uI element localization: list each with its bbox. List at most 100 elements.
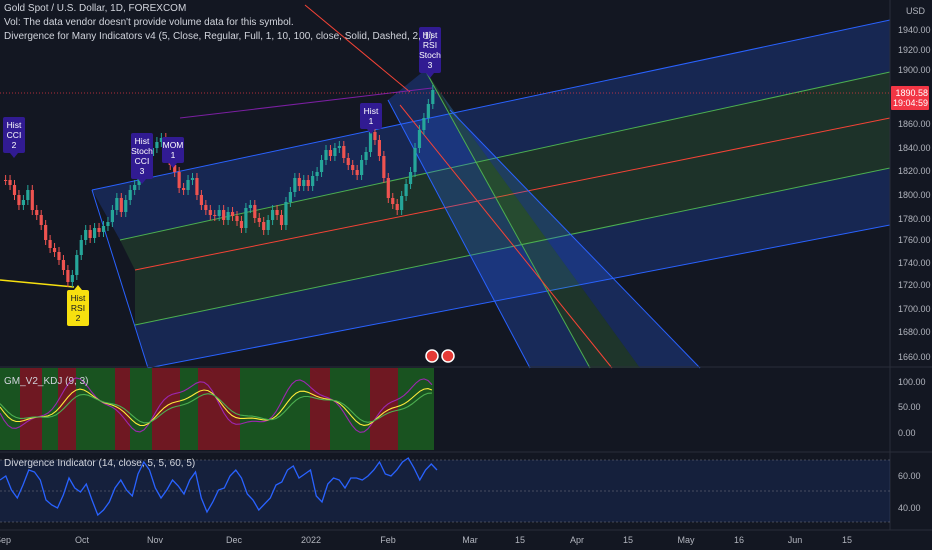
candle-body[interactable] — [84, 230, 88, 240]
candle-body[interactable] — [177, 172, 181, 188]
candle-body[interactable] — [17, 195, 21, 205]
candle-body[interactable] — [297, 178, 301, 186]
candle-body[interactable] — [128, 190, 132, 200]
candle-body[interactable] — [413, 148, 417, 172]
candle-body[interactable] — [66, 270, 70, 282]
candle-body[interactable] — [97, 228, 101, 232]
candle-body[interactable] — [79, 240, 83, 255]
time-axis-labels[interactable]: Sep Oct Nov Dec 2022 Feb Mar 15 Apr 15 May 16 Jun 15 — [0, 535, 852, 545]
candle-body[interactable] — [52, 248, 57, 252]
candle-body[interactable] — [408, 172, 413, 184]
candle-body[interactable] — [346, 158, 350, 165]
candle-body[interactable] — [382, 156, 386, 178]
candle-body[interactable] — [8, 180, 12, 185]
candle-body[interactable] — [311, 176, 315, 186]
economic-events[interactable] — [425, 349, 455, 363]
candle-body[interactable] — [208, 210, 212, 215]
candle-body[interactable] — [48, 240, 52, 248]
candle-body[interactable] — [35, 210, 39, 215]
candle-body[interactable] — [217, 210, 221, 216]
candle-body[interactable] — [110, 210, 114, 222]
candle-body[interactable] — [328, 150, 333, 156]
candle-body[interactable] — [262, 222, 266, 230]
volume-note[interactable]: Vol: The data vendor doesn't provide vol… — [4, 17, 294, 28]
candle-body[interactable] — [4, 180, 8, 181]
candle-body[interactable] — [364, 152, 368, 160]
candle-body[interactable] — [199, 195, 203, 205]
candle-body[interactable] — [93, 228, 97, 238]
candle-body[interactable] — [395, 204, 399, 210]
last-price-tag[interactable]: 1890.58 19:04:59 — [891, 86, 929, 110]
pitchfork-main[interactable] — [91, 19, 891, 369]
candle-body[interactable] — [368, 132, 373, 152]
us-flag-event-icon[interactable] — [425, 349, 439, 363]
symbol-title[interactable]: Gold Spot / U.S. Dollar, 1D, FOREXCOM — [4, 3, 186, 14]
candle-body[interactable] — [101, 226, 106, 232]
candle-body[interactable] — [195, 178, 199, 195]
price-scale-bg[interactable] — [890, 0, 932, 550]
us-flag-event-icon[interactable] — [441, 349, 455, 363]
candle-body[interactable] — [26, 190, 30, 200]
candle-body[interactable] — [30, 190, 34, 210]
candle-body[interactable] — [400, 196, 404, 210]
candle-body[interactable] — [306, 180, 310, 186]
candle-body[interactable] — [239, 221, 244, 228]
candle-body[interactable] — [133, 185, 137, 190]
candle-body[interactable] — [271, 210, 275, 220]
candle-body[interactable] — [70, 275, 74, 282]
candle-body[interactable] — [75, 255, 79, 275]
candle-body[interactable] — [422, 118, 426, 130]
candle-body[interactable] — [351, 165, 355, 170]
candle-body[interactable] — [230, 212, 235, 216]
candle-body[interactable] — [288, 192, 292, 202]
candle-body[interactable] — [57, 252, 61, 260]
candle-body[interactable] — [315, 172, 319, 176]
candle-body[interactable] — [159, 138, 163, 142]
candle-body[interactable] — [253, 205, 257, 218]
candle-body[interactable] — [373, 132, 377, 140]
candle-body[interactable] — [333, 148, 337, 156]
candle-body[interactable] — [391, 198, 395, 204]
candle-body[interactable] — [275, 210, 279, 215]
candle-body[interactable] — [226, 212, 230, 220]
candle-body[interactable] — [213, 215, 217, 216]
currency-label[interactable]: USD — [906, 6, 926, 16]
candle-body[interactable] — [186, 180, 190, 190]
candle-body[interactable] — [235, 216, 239, 221]
candle-body[interactable] — [244, 208, 248, 228]
candle-body[interactable] — [106, 222, 110, 226]
candle-body[interactable] — [173, 165, 177, 172]
candle-body[interactable] — [386, 178, 390, 198]
candle-body[interactable] — [342, 146, 346, 158]
kdj-indicator-label[interactable]: GM_V2_KDJ (9, 3) — [4, 376, 88, 387]
candle-body[interactable] — [355, 170, 359, 175]
pitchfork-secondary[interactable] — [304, 4, 701, 369]
candle-body[interactable] — [12, 185, 17, 195]
candle-body[interactable] — [222, 210, 226, 220]
candle-body[interactable] — [279, 215, 284, 225]
candle-body[interactable] — [293, 178, 297, 192]
divind-indicator-label[interactable]: Divergence Indicator (14, close, 5, 5, 6… — [4, 458, 195, 469]
candle-body[interactable] — [337, 146, 341, 148]
candle-body[interactable] — [248, 205, 252, 208]
candle-body[interactable] — [155, 142, 159, 148]
candle-body[interactable] — [61, 260, 66, 270]
candle-body[interactable] — [266, 220, 270, 230]
candle-body[interactable] — [319, 160, 324, 172]
candle-body[interactable] — [190, 178, 195, 180]
candle-body[interactable] — [404, 184, 408, 196]
candle-body[interactable] — [431, 90, 435, 104]
candle-body[interactable] — [88, 230, 92, 238]
candle-body[interactable] — [302, 180, 306, 186]
candle-body[interactable] — [284, 202, 288, 225]
candle-body[interactable] — [377, 140, 381, 156]
candle-body[interactable] — [324, 150, 328, 160]
candle-body[interactable] — [360, 160, 364, 175]
